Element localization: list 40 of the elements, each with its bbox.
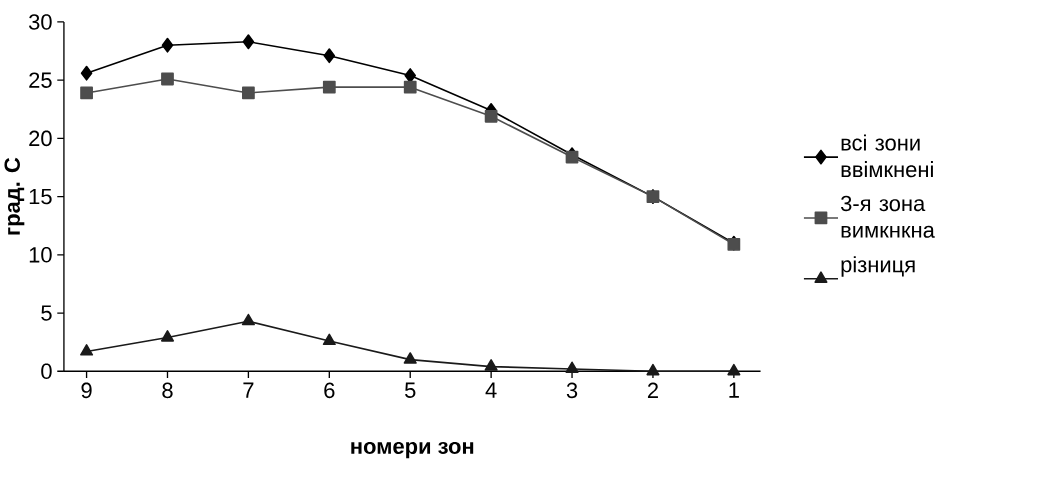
point xyxy=(161,37,174,53)
y-tick-label: 20 xyxy=(29,130,52,147)
y-tick-label: 5 xyxy=(41,305,52,321)
point xyxy=(565,361,579,374)
point xyxy=(646,363,660,376)
point xyxy=(323,48,336,64)
y-tick-label: 30 xyxy=(28,14,52,30)
point xyxy=(484,109,498,123)
point xyxy=(404,68,417,83)
point xyxy=(161,72,174,86)
x-tick-label: 4 xyxy=(485,382,497,398)
x-tick-label: 6 xyxy=(324,382,335,399)
y-tick-label: 25 xyxy=(29,72,52,88)
legend-label: різниця xyxy=(841,256,915,277)
legend-label: всі зони ввімкнені xyxy=(841,134,933,178)
x-tick-label: 8 xyxy=(162,382,173,399)
y-tick-label: 15 xyxy=(29,188,52,205)
y-axis-title: град. С xyxy=(4,157,25,235)
x-tick-label: 9 xyxy=(81,382,92,399)
x-tick-label: 1 xyxy=(729,382,739,398)
point xyxy=(484,359,498,371)
x-tick-label: 3 xyxy=(566,382,578,399)
x-axis-title: номери зон xyxy=(351,441,474,459)
point xyxy=(727,363,741,376)
point xyxy=(160,330,175,342)
x-tick-label: 5 xyxy=(404,382,416,398)
point xyxy=(80,344,94,356)
point xyxy=(242,86,255,100)
point xyxy=(322,333,336,346)
point xyxy=(322,80,336,94)
point xyxy=(403,80,417,94)
y-tick-label: 0 xyxy=(41,363,52,380)
y-tick-label: 10 xyxy=(29,247,52,263)
point xyxy=(241,313,255,326)
point xyxy=(80,86,93,100)
point xyxy=(80,65,93,81)
x-tick-label: 2 xyxy=(647,382,658,398)
point xyxy=(242,34,255,50)
point xyxy=(403,352,417,364)
x-tick-label: 7 xyxy=(243,382,254,398)
